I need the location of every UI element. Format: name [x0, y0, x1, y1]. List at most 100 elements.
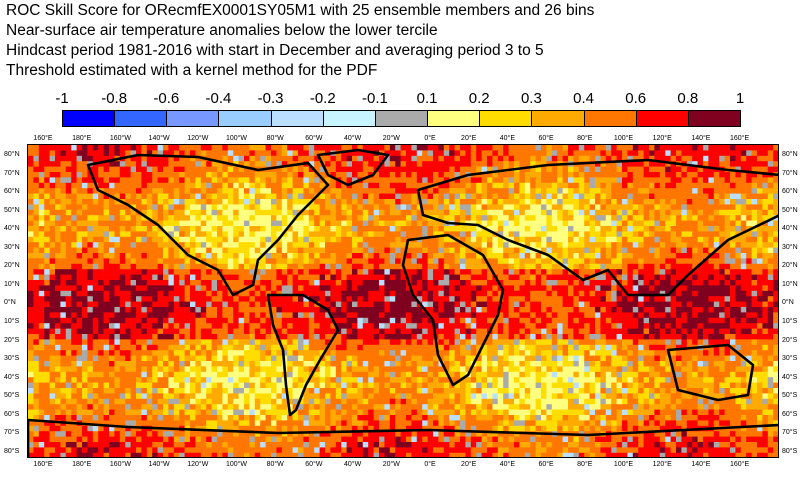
- grid-cell: [119, 145, 126, 151]
- grid-cell: [98, 312, 104, 319]
- grid-cell: [141, 182, 148, 189]
- grid-cell: [600, 145, 607, 151]
- grid-cell: [38, 312, 45, 319]
- grid-cell: [114, 226, 121, 232]
- grid-cell: [443, 247, 450, 254]
- grid-cell: [730, 312, 736, 319]
- grid-cell: [400, 182, 407, 189]
- grid-cell: [751, 161, 758, 167]
- grid-cell: [395, 328, 401, 335]
- grid-cell: [460, 323, 466, 329]
- grid-cell: [65, 296, 72, 302]
- grid-cell: [335, 328, 342, 335]
- grid-cell: [524, 188, 531, 194]
- grid-cell: [519, 317, 526, 324]
- grid-cell: [33, 236, 40, 243]
- grid-cell: [411, 204, 418, 211]
- grid-cell: [44, 204, 50, 211]
- grid-cell: [28, 247, 34, 254]
- grid-cell: [276, 296, 283, 302]
- grid-cell: [352, 172, 358, 178]
- longitude-label: 80°W: [266, 461, 284, 468]
- grid-cell: [130, 263, 137, 270]
- grid-cell: [38, 182, 45, 189]
- grid-cell: [190, 166, 196, 173]
- grid-cell: [109, 323, 115, 329]
- grid-cell: [487, 182, 493, 189]
- grid-cell: [719, 155, 725, 162]
- grid-cell: [287, 296, 293, 302]
- grid-cell: [103, 209, 110, 216]
- grid-cell: [195, 269, 202, 275]
- grid-cell: [298, 307, 304, 313]
- grid-cell: [465, 312, 472, 319]
- grid-cell: [98, 177, 104, 184]
- grid-cell: [400, 290, 407, 297]
- grid-cell: [87, 188, 94, 194]
- grid-cell: [55, 172, 61, 178]
- grid-cell: [335, 312, 342, 319]
- grid-cell: [406, 263, 412, 270]
- grid-cell: [470, 290, 477, 297]
- grid-cell: [557, 177, 563, 184]
- grid-cell: [314, 166, 320, 173]
- grid-cell: [276, 204, 283, 211]
- grid-cell: [589, 172, 596, 178]
- grid-cell: [611, 155, 617, 162]
- grid-cell: [460, 150, 466, 157]
- grid-cell: [773, 199, 778, 205]
- grid-cell: [605, 296, 612, 302]
- grid-cell: [481, 301, 488, 308]
- grid-cell: [740, 209, 747, 216]
- grid-cell: [238, 236, 245, 243]
- grid-cell: [141, 317, 148, 324]
- grid-cell: [109, 274, 115, 281]
- grid-cell: [616, 182, 623, 189]
- grid-cell: [470, 301, 477, 308]
- grid-cell: [546, 155, 553, 162]
- grid-cell: [665, 193, 671, 200]
- grid-cell: [260, 204, 266, 211]
- grid-cell: [206, 199, 212, 205]
- grid-cell: [82, 312, 88, 319]
- grid-cell: [152, 182, 158, 189]
- grid-cell: [265, 150, 272, 157]
- grid-cell: [487, 161, 493, 167]
- grid-cell: [146, 177, 153, 184]
- grid-cell: [562, 312, 569, 319]
- grid-cell: [92, 242, 99, 248]
- grid-cell: [168, 231, 175, 238]
- grid-cell: [308, 204, 315, 211]
- grid-cell: [308, 307, 315, 313]
- latitude-label: 50°S: [4, 392, 20, 400]
- grid-cell: [600, 172, 607, 178]
- grid-cell: [460, 209, 466, 216]
- grid-cell: [665, 188, 671, 194]
- grid-cell: [179, 199, 185, 205]
- grid-cell: [60, 199, 67, 205]
- grid-cell: [730, 150, 736, 157]
- grid-cell: [76, 258, 83, 265]
- grid-cell: [443, 323, 450, 329]
- grid-cell: [44, 269, 50, 275]
- grid-cell: [649, 155, 655, 162]
- grid-cell: [541, 161, 547, 167]
- grid-cell: [643, 285, 650, 292]
- grid-cell: [92, 280, 99, 286]
- grid-cell: [335, 247, 342, 254]
- grid-cell: [611, 301, 617, 308]
- grid-cell: [298, 242, 304, 248]
- grid-cell: [535, 226, 542, 232]
- grid-cell: [28, 204, 34, 211]
- grid-cell: [357, 226, 364, 232]
- grid-cell: [724, 242, 731, 248]
- grid-cell: [551, 307, 558, 313]
- grid-cell: [44, 290, 50, 297]
- grid-cell: [686, 166, 693, 173]
- grid-cell: [206, 145, 212, 151]
- grid-cell: [406, 145, 412, 151]
- grid-cell: [757, 215, 763, 221]
- grid-cell: [676, 269, 682, 275]
- grid-cell: [163, 145, 169, 151]
- grid-cell: [503, 150, 509, 157]
